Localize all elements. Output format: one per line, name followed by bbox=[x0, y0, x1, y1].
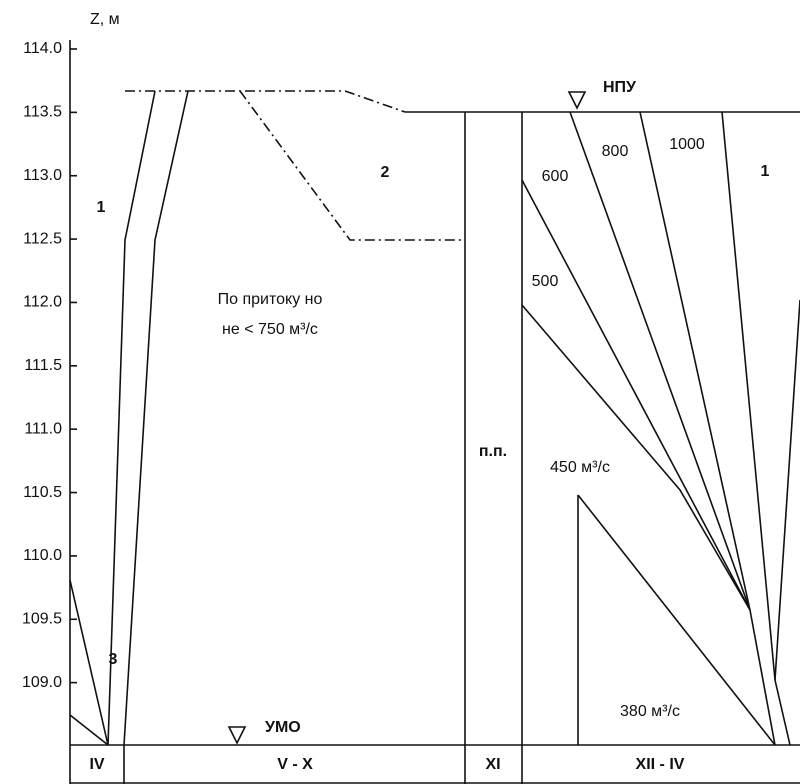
zone-line bbox=[774, 299, 800, 681]
dash-dot-line bbox=[239, 90, 465, 241]
zone-line bbox=[69, 579, 109, 746]
annotation: 1 bbox=[97, 199, 106, 216]
zone-line bbox=[521, 304, 751, 611]
period-label: V - X bbox=[277, 756, 313, 773]
annotation: НПУ bbox=[603, 79, 637, 96]
dash-dot-line bbox=[125, 90, 406, 113]
annotation: п.п. bbox=[479, 443, 507, 460]
level-marker bbox=[567, 91, 587, 110]
y-tick-label: 110.0 bbox=[23, 547, 62, 564]
zone-line bbox=[639, 111, 751, 611]
y-tick-label: 113.0 bbox=[23, 167, 62, 184]
y-tick-label: 113.5 bbox=[23, 104, 62, 121]
annotation: 600 bbox=[542, 168, 569, 185]
y-tick-label: 112.5 bbox=[23, 230, 62, 247]
annotation: 450 м³/с bbox=[550, 459, 610, 476]
annotation: По притоку но bbox=[218, 291, 323, 308]
annotation: 800 bbox=[602, 143, 629, 160]
zone-line bbox=[123, 90, 189, 746]
period-label: XII - IV bbox=[636, 756, 685, 773]
annotation: УМО bbox=[265, 719, 301, 736]
annotation: 1 bbox=[761, 163, 770, 180]
y-tick-label: 110.5 bbox=[23, 484, 62, 501]
zone-line bbox=[721, 111, 791, 746]
level-marker bbox=[227, 726, 247, 745]
zone-line bbox=[69, 714, 109, 746]
annotation: 3 bbox=[109, 651, 118, 668]
zone-line bbox=[521, 179, 751, 611]
diagram-lines bbox=[69, 40, 800, 784]
period-label: IV bbox=[89, 756, 104, 773]
annotation: 2 bbox=[381, 164, 390, 181]
annotation: 500 bbox=[532, 273, 559, 290]
y-axis-label: Z, м bbox=[90, 11, 120, 28]
y-tick-label: 109.0 bbox=[22, 674, 62, 691]
annotation: не < 750 м³/с bbox=[222, 321, 318, 338]
y-tick-label: 111.0 bbox=[24, 420, 62, 437]
period-label: XI bbox=[485, 756, 500, 773]
zone-line bbox=[577, 494, 776, 746]
y-tick-label: 109.5 bbox=[22, 610, 62, 627]
y-tick-label: 114.0 bbox=[23, 40, 62, 57]
annotation: 380 м³/с bbox=[620, 703, 680, 720]
zone-line bbox=[749, 609, 776, 746]
y-tick-label: 111.5 bbox=[24, 357, 62, 374]
zone-line bbox=[569, 111, 751, 611]
zone-line bbox=[107, 90, 156, 746]
y-tick-label: 112.0 bbox=[23, 294, 62, 311]
annotation: 1000 bbox=[669, 136, 705, 153]
